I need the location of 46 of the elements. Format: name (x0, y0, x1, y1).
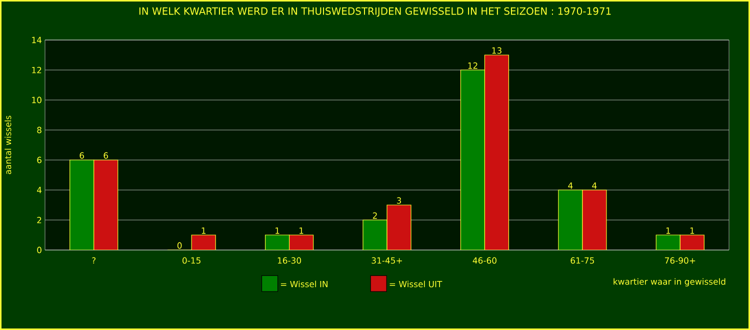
data-label: 13 (492, 47, 502, 54)
data-label: 2 (372, 212, 377, 219)
data-label: 1 (690, 228, 694, 234)
data-label: 1 (276, 228, 280, 234)
bar (386, 204, 412, 250)
legend-label: = Wissel UIT (390, 280, 442, 288)
x-axis-title: kwartier waar in gewisseld (614, 278, 726, 286)
bar (264, 234, 290, 250)
y-tick-label: 0 (37, 246, 42, 254)
y-tick-label: 6 (37, 156, 42, 164)
data-label: 4 (592, 182, 597, 189)
bar (288, 234, 314, 250)
bar (484, 54, 510, 250)
bar (70, 160, 94, 250)
bar (558, 190, 583, 250)
x-tick-label: 16-30 (278, 257, 302, 264)
y-tick-label: 4 (36, 186, 42, 194)
data-label: 1 (666, 228, 670, 234)
y-tick-label: 10 (32, 96, 42, 104)
data-label: 1 (300, 228, 304, 234)
x-tick-label: 46-60 (472, 257, 496, 264)
legend-label: = Wissel IN (280, 280, 328, 288)
data-label: 0 (177, 242, 182, 249)
bar (656, 234, 680, 250)
chart-title: IN WELK KWARTIER WERD ER IN THUISWEDSTRIJDEN GEWISSELD IN HET SEIZOEN : 1970-1971 (139, 7, 611, 17)
data-label: 6 (80, 152, 84, 159)
x-tick-label: 76-90+ (664, 257, 696, 264)
bar (362, 220, 388, 250)
y-tick-label: 12 (32, 66, 42, 74)
bar (94, 160, 118, 250)
y-tick-label: 14 (32, 36, 42, 44)
x-tick-label: 31-45+ (372, 257, 402, 264)
y-axis-title: aantal wissels (4, 116, 12, 174)
x-tick-label: 0-15 (182, 257, 200, 264)
data-label: 3 (396, 197, 402, 204)
y-tick-label: 2 (37, 216, 42, 224)
x-tick-label: ? (92, 257, 96, 264)
bar (680, 234, 704, 250)
data-label: 6 (104, 152, 108, 159)
data-label: 1 (202, 228, 206, 234)
bar (460, 70, 486, 250)
bar (582, 190, 607, 250)
x-tick-label: 61-75 (570, 257, 594, 264)
data-label: 4 (568, 182, 573, 189)
data-label: 12 (468, 62, 478, 69)
y-tick-label: 8 (37, 126, 42, 134)
